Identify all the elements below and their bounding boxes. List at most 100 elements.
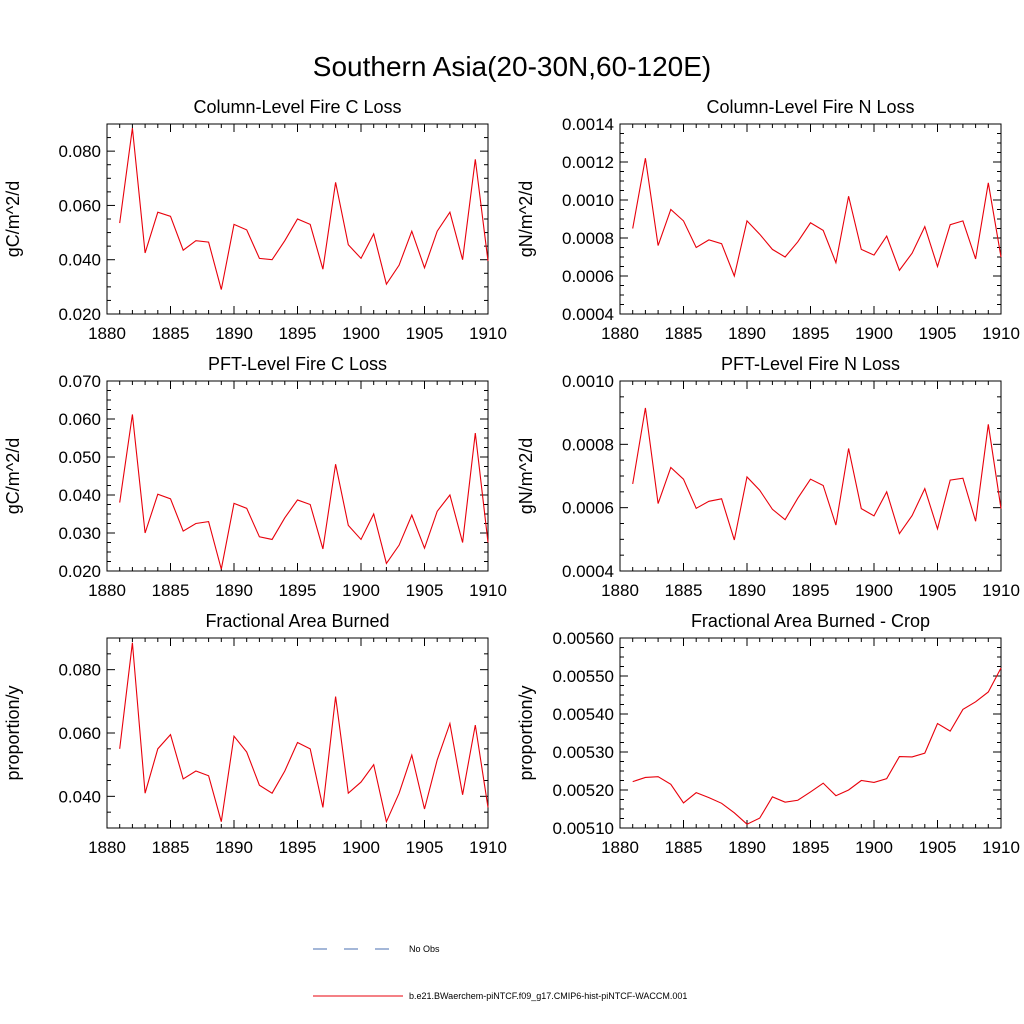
- x-tick-label: 1910: [469, 581, 507, 600]
- y-tick-label: 0.020: [58, 562, 101, 581]
- x-tick-label: 1885: [665, 324, 703, 343]
- x-tick-label: 1895: [792, 581, 830, 600]
- x-tick-label: 1890: [215, 324, 253, 343]
- x-tick-label: 1900: [855, 324, 893, 343]
- y-axis-label: proportion/y: [3, 685, 23, 780]
- x-tick-label: 1885: [665, 581, 703, 600]
- panels: Column-Level Fire C Loss gC/m^2/d 1880 1885…: [3, 97, 1020, 857]
- y-tick-label: 0.080: [58, 661, 101, 680]
- x-tick-label: 1890: [728, 838, 766, 857]
- x-tick-label: 1905: [919, 324, 957, 343]
- x-tick-label: 1880: [601, 581, 639, 600]
- panel-title: PFT-Level Fire C Loss: [208, 354, 387, 374]
- panel-column-level-fire-c-loss: Column-Level Fire C Loss gC/m^2/d 1880 1885…: [3, 97, 507, 343]
- x-tick-label: 1895: [279, 581, 317, 600]
- series-line: [119, 414, 489, 570]
- x-tick-label: 1895: [792, 324, 830, 343]
- y-tick-label: 0.070: [58, 372, 101, 391]
- y-tick-label: 0.00510: [553, 819, 614, 838]
- x-tick-label: 1880: [601, 838, 639, 857]
- y-tick-label: 0.0012: [562, 153, 614, 172]
- plot-frame: [106, 637, 489, 829]
- x-tick-label: 1910: [982, 581, 1020, 600]
- legend: No Obs b.e21.BWaerchem-piNTCF.f09_g17.CM…: [313, 944, 687, 1001]
- y-tick-label: 0.040: [58, 787, 101, 806]
- figure-title: Southern Asia(20-30N,60-120E): [313, 51, 711, 82]
- panel-title: Fractional Area Burned - Crop: [691, 611, 930, 631]
- series-line: [632, 407, 1002, 541]
- series-line: [632, 158, 1002, 278]
- y-tick-label: 0.060: [58, 724, 101, 743]
- y-tick-label: 0.0006: [562, 499, 614, 518]
- panel-title: Fractional Area Burned: [205, 611, 389, 631]
- legend-label-model-run: b.e21.BWaerchem-piNTCF.f09_g17.CMIP6-his…: [409, 991, 687, 1001]
- y-tick-label: 0.00520: [553, 781, 614, 800]
- x-tick-label: 1900: [342, 838, 380, 857]
- x-tick-label: 1890: [728, 324, 766, 343]
- x-tick-label: 1905: [919, 838, 957, 857]
- series-line: [119, 127, 489, 290]
- x-tick-label: 1910: [469, 838, 507, 857]
- panel-fractional-area-burned: Fractional Area Burned proportion/y 1880 18…: [3, 611, 507, 857]
- x-tick-label: 1910: [982, 324, 1020, 343]
- x-tick-label: 1895: [792, 838, 830, 857]
- x-tick-label: 1885: [152, 581, 190, 600]
- y-tick-label: 0.060: [58, 410, 101, 429]
- y-tick-label: 0.0014: [562, 115, 614, 134]
- x-tick-label: 1890: [215, 581, 253, 600]
- y-tick-label: 0.00560: [553, 629, 614, 648]
- y-axis-label: gN/m^2/d: [516, 438, 536, 514]
- y-tick-label: 0.00550: [553, 667, 614, 686]
- y-tick-label: 0.0004: [562, 562, 614, 581]
- panel-title: PFT-Level Fire N Loss: [721, 354, 900, 374]
- plot-frame: [106, 380, 489, 572]
- x-tick-label: 1895: [279, 324, 317, 343]
- y-axis-label: gC/m^2/d: [3, 438, 23, 514]
- panel-column-level-fire-n-loss: Column-Level Fire N Loss gN/m^2/d 1880 1885…: [516, 97, 1020, 343]
- y-tick-label: 0.020: [58, 305, 101, 324]
- x-tick-label: 1905: [919, 581, 957, 600]
- x-tick-label: 1905: [406, 581, 444, 600]
- legend-label-no-obs: No Obs: [409, 944, 440, 954]
- x-tick-label: 1885: [665, 838, 703, 857]
- panel-fractional-area-burned-crop: Fractional Area Burned - Crop proportion/…: [516, 611, 1020, 857]
- y-tick-label: 0.080: [58, 142, 101, 161]
- y-tick-label: 0.0008: [562, 435, 614, 454]
- y-tick-label: 0.040: [58, 251, 101, 270]
- x-tick-label: 1880: [88, 581, 126, 600]
- x-tick-label: 1905: [406, 838, 444, 857]
- panel-title: Column-Level Fire N Loss: [706, 97, 914, 117]
- x-tick-label: 1900: [342, 324, 380, 343]
- x-tick-label: 1880: [601, 324, 639, 343]
- y-tick-label: 0.00540: [553, 705, 614, 724]
- x-tick-label: 1900: [855, 838, 893, 857]
- panel-pft-level-fire-c-loss: PFT-Level Fire C Loss gC/m^2/d 1880 1885 189…: [3, 354, 507, 600]
- y-tick-label: 0.0004: [562, 305, 614, 324]
- y-tick-label: 0.00530: [553, 743, 614, 762]
- x-tick-label: 1910: [469, 324, 507, 343]
- x-tick-label: 1890: [215, 838, 253, 857]
- x-tick-label: 1885: [152, 324, 190, 343]
- y-tick-label: 0.030: [58, 524, 101, 543]
- y-tick-label: 0.050: [58, 448, 101, 467]
- x-tick-label: 1890: [728, 581, 766, 600]
- x-tick-label: 1905: [406, 324, 444, 343]
- x-tick-label: 1910: [982, 838, 1020, 857]
- y-tick-label: 0.0010: [562, 372, 614, 391]
- y-tick-label: 0.0008: [562, 229, 614, 248]
- x-tick-label: 1880: [88, 324, 126, 343]
- plot-frame: [619, 123, 1002, 315]
- plot-frame: [619, 380, 1002, 572]
- y-axis-label: gN/m^2/d: [516, 181, 536, 257]
- panel-pft-level-fire-n-loss: PFT-Level Fire N Loss gN/m^2/d 1880 1885 189…: [516, 354, 1020, 600]
- y-tick-label: 0.040: [58, 486, 101, 505]
- y-axis-label: gC/m^2/d: [3, 181, 23, 257]
- series-line: [119, 642, 489, 824]
- x-tick-label: 1885: [152, 838, 190, 857]
- plot-frame: [619, 637, 1002, 829]
- x-tick-label: 1900: [342, 581, 380, 600]
- x-tick-label: 1895: [279, 838, 317, 857]
- series-line: [632, 667, 1002, 825]
- x-tick-label: 1880: [88, 838, 126, 857]
